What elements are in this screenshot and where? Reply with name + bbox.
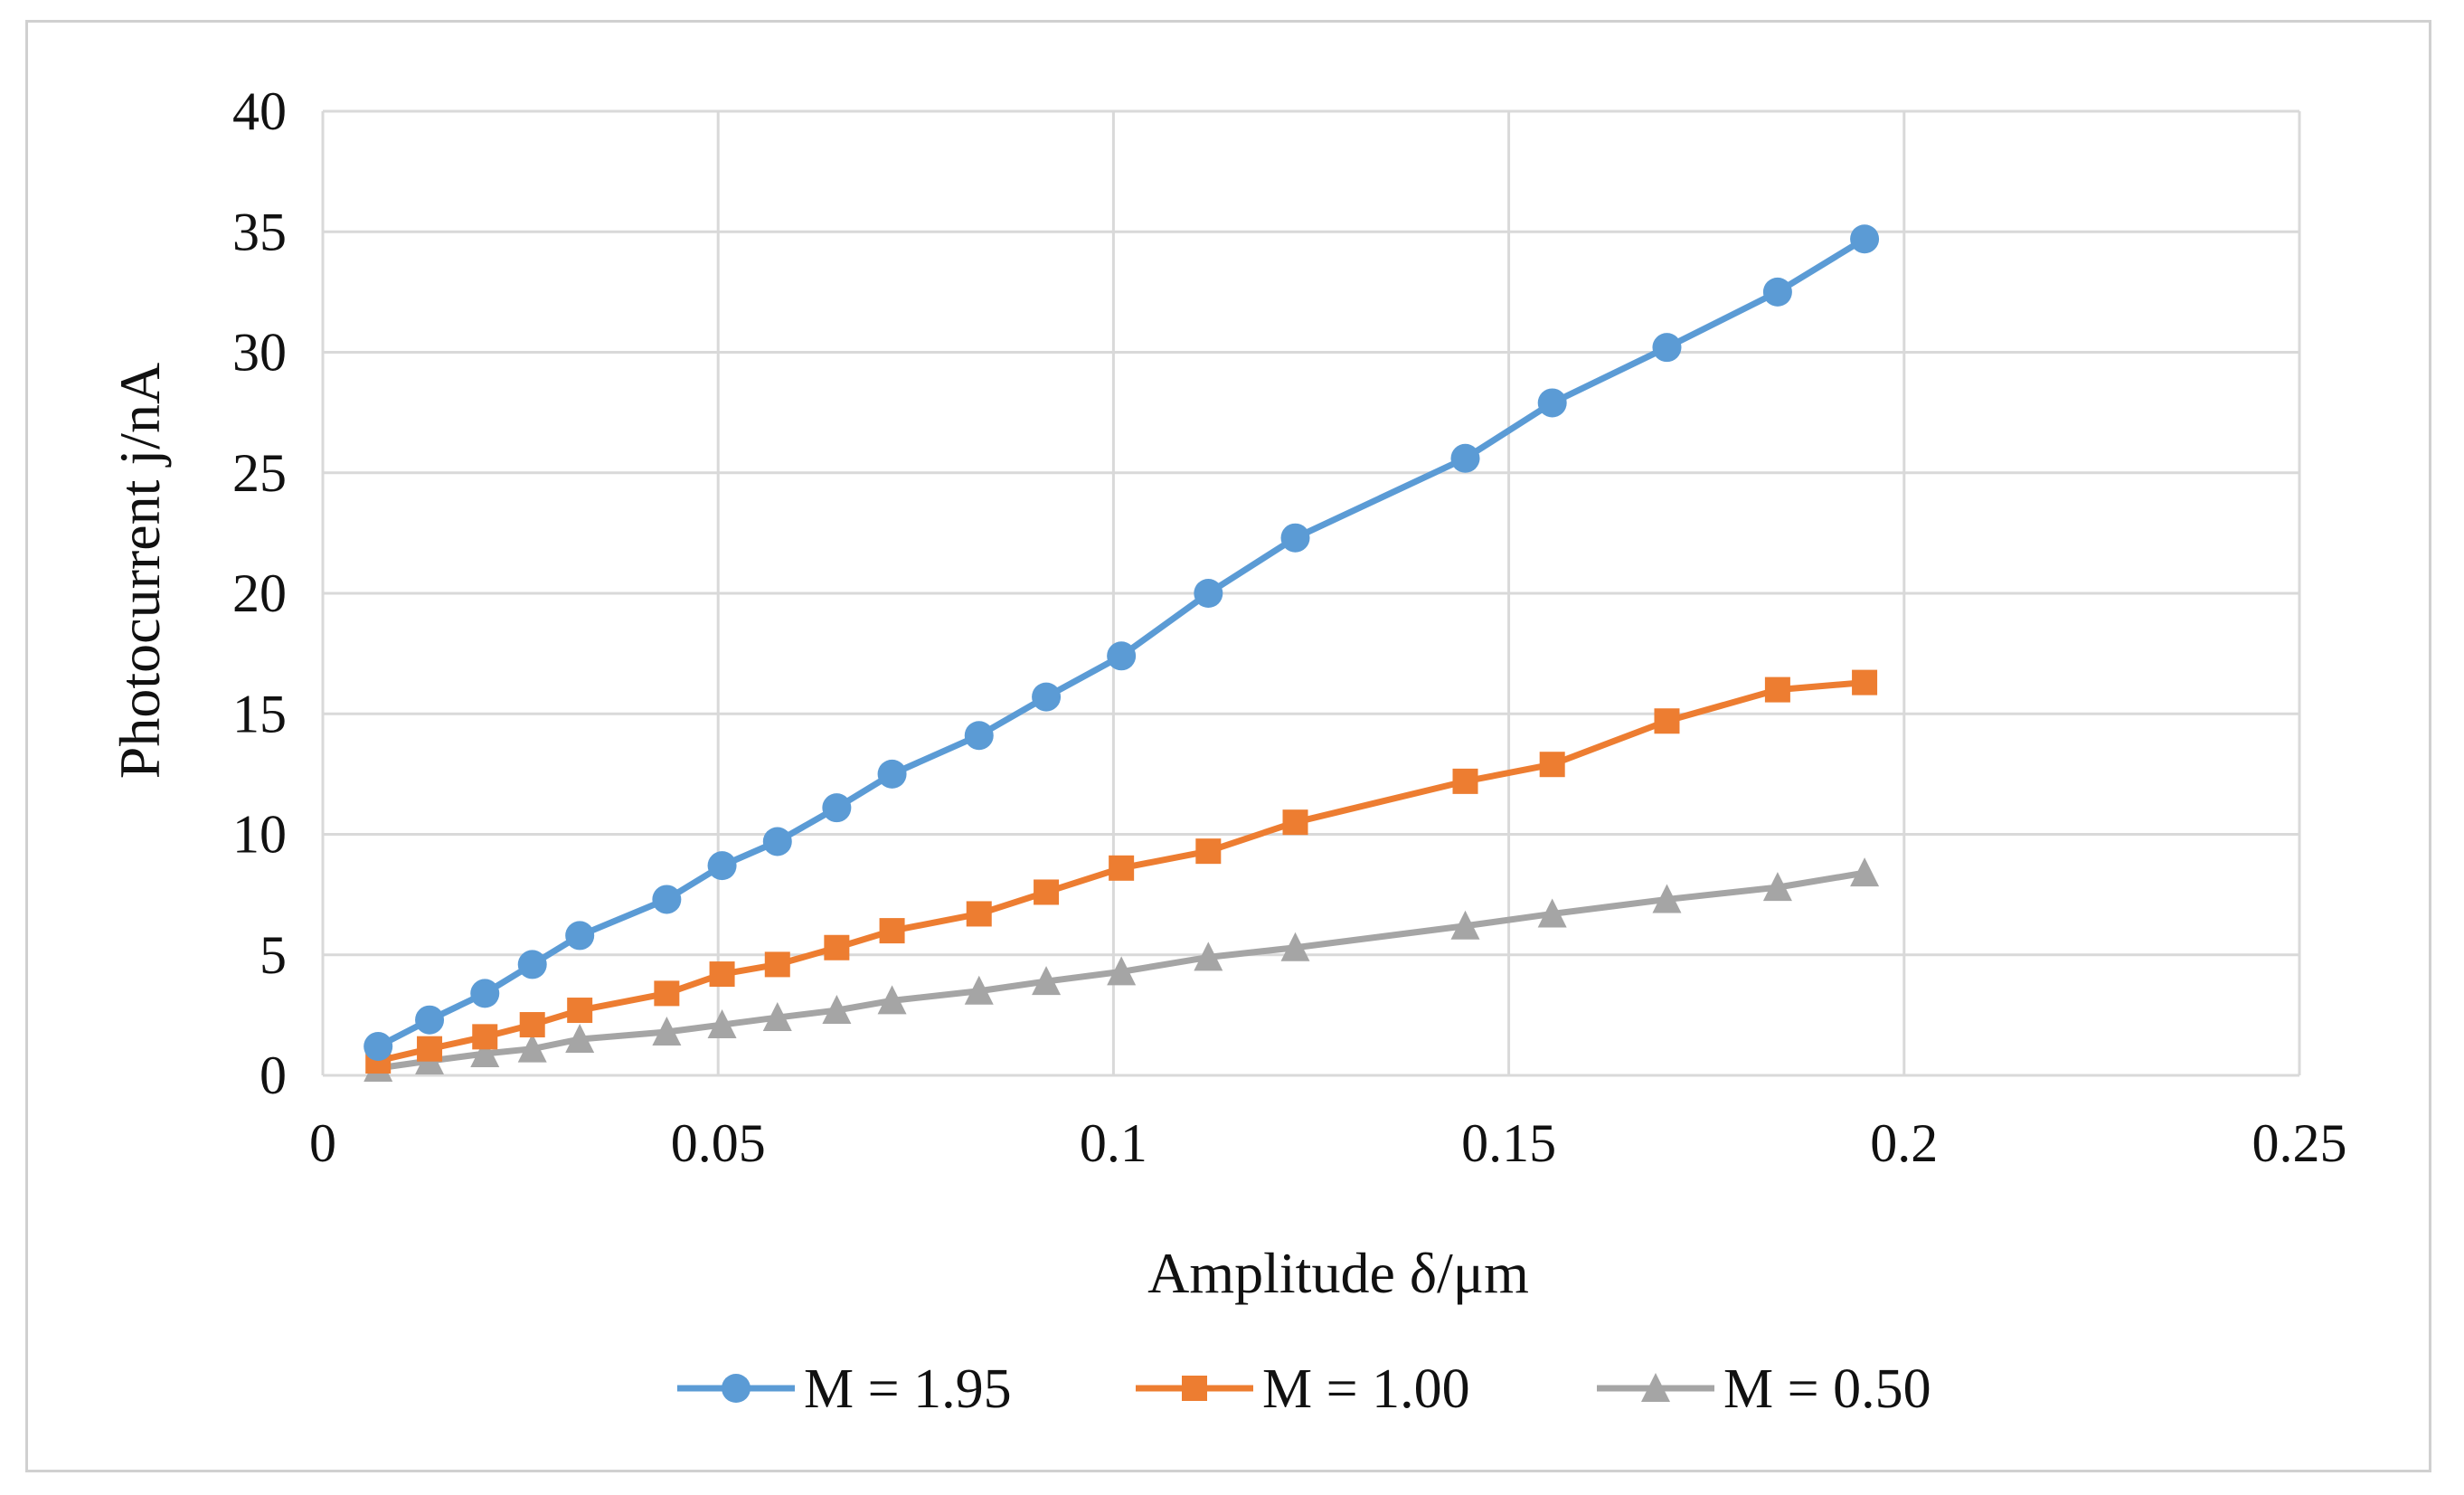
data-point [470, 979, 500, 1008]
x-tick-label: 0.25 [2252, 1113, 2347, 1173]
series-layer [363, 224, 1880, 1083]
data-point [1280, 523, 1310, 553]
legend-marker [1182, 1376, 1207, 1401]
data-point [417, 1036, 443, 1062]
data-point [1032, 966, 1062, 996]
data-point [1537, 388, 1567, 418]
data-point [877, 759, 907, 789]
y-tick-label: 10 [232, 805, 287, 865]
data-point [1852, 669, 1878, 695]
data-point [470, 1038, 500, 1068]
data-point [565, 1024, 595, 1054]
legend-label: M = 0.50 [1723, 1358, 1931, 1420]
data-point [1282, 809, 1308, 836]
x-tick-label: 0.2 [1870, 1113, 1938, 1173]
data-point [1850, 224, 1880, 254]
data-point [707, 851, 737, 881]
data-point [654, 980, 680, 1007]
x-tick-label: 0.15 [1461, 1113, 1556, 1173]
data-point [824, 934, 850, 960]
data-point [652, 885, 682, 914]
data-point [1762, 872, 1792, 902]
data-point [1109, 855, 1135, 881]
data-point [517, 950, 547, 979]
y-tick-label: 35 [232, 202, 287, 261]
data-point [709, 961, 735, 988]
data-point [1652, 333, 1682, 363]
data-point [1452, 768, 1478, 794]
legend-marker [722, 1374, 751, 1403]
data-point [1654, 708, 1680, 734]
data-point [565, 921, 595, 951]
data-point [1539, 752, 1565, 778]
data-point [1537, 898, 1567, 928]
data-point [1450, 443, 1480, 473]
data-point [415, 1005, 445, 1035]
x-tick-label: 0.1 [1080, 1113, 1147, 1173]
data-point [1280, 932, 1310, 961]
series-line [377, 869, 1865, 1072]
chart-frame: 0 5 10 15 20 25 30 35 40 0 0.05 0.1 0.15 0.2 0.25 Ampl… [25, 20, 2431, 1472]
grid-layer [321, 109, 2301, 1077]
data-point [1195, 838, 1222, 865]
data-point [1107, 956, 1137, 986]
data-point [822, 793, 852, 823]
data-point [707, 1009, 737, 1039]
legend-marker [1641, 1373, 1670, 1402]
y-tick-label: 20 [232, 563, 287, 623]
data-point [964, 975, 994, 1005]
y-tick-label: 40 [232, 81, 287, 141]
legend-item-1: M = 1.95 [677, 1358, 1012, 1420]
data-point [652, 1017, 682, 1046]
data-point [764, 951, 790, 978]
series-3 [363, 857, 1880, 1083]
y-tick-label: 5 [260, 925, 287, 985]
data-point [1764, 677, 1790, 703]
data-point [517, 1033, 547, 1063]
data-point [1107, 641, 1137, 671]
data-point [966, 901, 992, 927]
x-tick-label: 0.05 [671, 1113, 766, 1173]
data-point [964, 721, 994, 751]
series-1 [363, 224, 1880, 1062]
y-axis-title: Photocurrent j/nA [108, 363, 172, 779]
x-axis-title: Amplitude δ/μm [1147, 1241, 1529, 1305]
data-point [1762, 277, 1792, 307]
data-point [1034, 879, 1060, 905]
x-tick-label: 0 [309, 1113, 336, 1173]
legend-item-2: M = 1.00 [1136, 1358, 1470, 1420]
y-tick-label: 25 [232, 443, 287, 503]
chart-canvas: 0 5 10 15 20 25 30 35 40 0 0.05 0.1 0.15 0.2 0.25 Ampl… [108, 81, 2347, 1420]
data-point [1194, 579, 1223, 608]
y-tick-label: 15 [232, 684, 287, 743]
data-point [877, 985, 907, 1015]
data-point [1652, 884, 1682, 913]
legend-item-3: M = 0.50 [1597, 1358, 1931, 1420]
y-tick-label: 0 [260, 1046, 287, 1105]
data-point [1450, 910, 1480, 940]
data-point [519, 1012, 545, 1038]
data-point [1032, 682, 1062, 712]
data-point [822, 995, 852, 1025]
y-tick-label: 30 [232, 323, 287, 383]
data-point [363, 1032, 393, 1062]
tick-labels: 0 5 10 15 20 25 30 35 40 0 0.05 0.1 0.15 0.2 0.25 [232, 81, 2347, 1173]
legend-label: M = 1.00 [1262, 1358, 1470, 1420]
data-point [762, 827, 792, 856]
data-point [1194, 941, 1223, 971]
data-point [762, 1002, 792, 1032]
legend: M = 1.95 M = 1.00 M = 0.50 [677, 1358, 1931, 1420]
series-2 [365, 669, 1878, 1074]
data-point [1850, 857, 1880, 887]
data-point [879, 918, 905, 944]
legend-label: M = 1.95 [804, 1358, 1012, 1420]
data-point [567, 998, 593, 1024]
data-point [472, 1024, 498, 1050]
